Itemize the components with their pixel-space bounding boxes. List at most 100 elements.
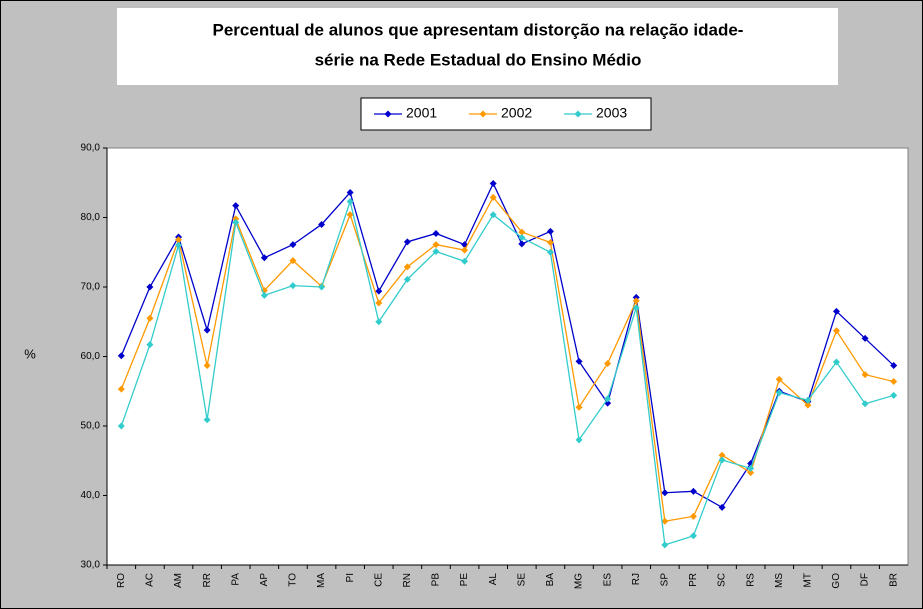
data-point — [461, 257, 469, 265]
data-point — [689, 487, 697, 495]
x-tick-label: PR — [688, 573, 699, 587]
x-tick-label: ES — [602, 573, 613, 587]
data-point — [832, 307, 840, 315]
x-tick-label: RN — [402, 573, 413, 587]
data-point — [718, 451, 726, 459]
data-point — [518, 228, 526, 236]
y-tick-label: 40,0 — [81, 490, 101, 501]
data-point — [432, 229, 440, 237]
x-tick-label: PA — [230, 573, 241, 586]
data-point — [890, 391, 898, 399]
data-point — [546, 248, 554, 256]
data-point — [804, 396, 812, 404]
data-point — [546, 227, 554, 235]
data-point — [661, 489, 669, 497]
legend-marker — [574, 110, 582, 118]
data-point — [804, 401, 812, 409]
data-point — [203, 326, 211, 334]
data-point — [403, 238, 411, 246]
data-point — [175, 241, 183, 249]
data-point — [117, 422, 125, 430]
x-tick-label: SC — [717, 573, 728, 587]
legend-marker — [384, 110, 392, 118]
x-tick-label: MS — [774, 573, 785, 588]
data-point — [318, 283, 326, 291]
data-point — [661, 541, 669, 549]
legend-label: 2003 — [596, 105, 627, 121]
data-point — [432, 241, 440, 249]
x-tick-label: CE — [373, 573, 384, 587]
data-point — [375, 287, 383, 295]
x-tick-label: AL — [488, 573, 499, 586]
data-point — [489, 211, 497, 219]
data-point — [775, 389, 783, 397]
data-point — [718, 456, 726, 464]
data-point — [403, 263, 411, 271]
data-point — [289, 282, 297, 290]
y-tick-label: 50,0 — [81, 421, 101, 432]
legend-marker — [479, 110, 487, 118]
x-tick-label: DF — [860, 573, 871, 586]
x-tick-label: BR — [888, 573, 899, 587]
y-axis-label: % — [24, 346, 36, 361]
x-tick-label: MG — [574, 573, 585, 589]
chart-title: série na Rede Estadual do Ensino Médio — [315, 50, 642, 69]
x-tick-label: PB — [431, 573, 442, 587]
data-point — [260, 291, 268, 299]
data-point — [546, 239, 554, 247]
data-point — [403, 275, 411, 283]
data-point — [861, 334, 869, 342]
data-point — [117, 352, 125, 360]
data-point — [747, 469, 755, 477]
x-tick-label: BA — [545, 573, 556, 587]
data-point — [289, 241, 297, 249]
x-tick-label: RJ — [631, 573, 642, 585]
data-point — [832, 358, 840, 366]
data-point — [375, 318, 383, 326]
data-point — [890, 378, 898, 386]
x-tick-label: AC — [145, 573, 156, 587]
data-point — [260, 254, 268, 262]
data-point — [146, 341, 154, 349]
data-point — [146, 314, 154, 322]
data-point — [775, 375, 783, 383]
y-tick-label: 80,0 — [81, 212, 101, 223]
data-point — [346, 188, 354, 196]
y-tick-label: 90,0 — [81, 143, 101, 154]
data-point — [117, 385, 125, 393]
x-tick-label: MA — [316, 573, 327, 588]
data-point — [518, 240, 526, 248]
y-tick-label: 70,0 — [81, 282, 101, 293]
data-point — [232, 218, 240, 226]
data-point — [661, 517, 669, 525]
data-point — [318, 220, 326, 228]
data-point — [203, 416, 211, 424]
legend-label: 2002 — [501, 105, 532, 121]
data-point — [432, 248, 440, 256]
data-point — [575, 357, 583, 365]
data-point — [632, 304, 640, 312]
x-tick-label: TO — [288, 573, 299, 587]
data-point — [575, 403, 583, 411]
plot-area — [106, 147, 909, 566]
x-tick-label: RO — [116, 573, 127, 588]
data-point — [489, 179, 497, 187]
y-tick-label: 60,0 — [81, 351, 101, 362]
x-tick-label: SE — [516, 573, 527, 587]
x-tick-label: AP — [259, 573, 270, 587]
data-point — [832, 327, 840, 335]
x-tick-label: PI — [345, 573, 356, 582]
data-point — [346, 211, 354, 219]
data-point — [575, 436, 583, 444]
x-tick-label: AM — [173, 573, 184, 588]
series-line — [120, 196, 894, 522]
title-box — [117, 8, 838, 85]
x-tick-label: SP — [659, 573, 670, 587]
data-point — [632, 297, 640, 305]
x-tick-label: RS — [745, 573, 756, 587]
data-point — [861, 371, 869, 379]
data-point — [604, 359, 612, 367]
data-point — [890, 362, 898, 370]
x-tick-label: MT — [803, 573, 814, 587]
